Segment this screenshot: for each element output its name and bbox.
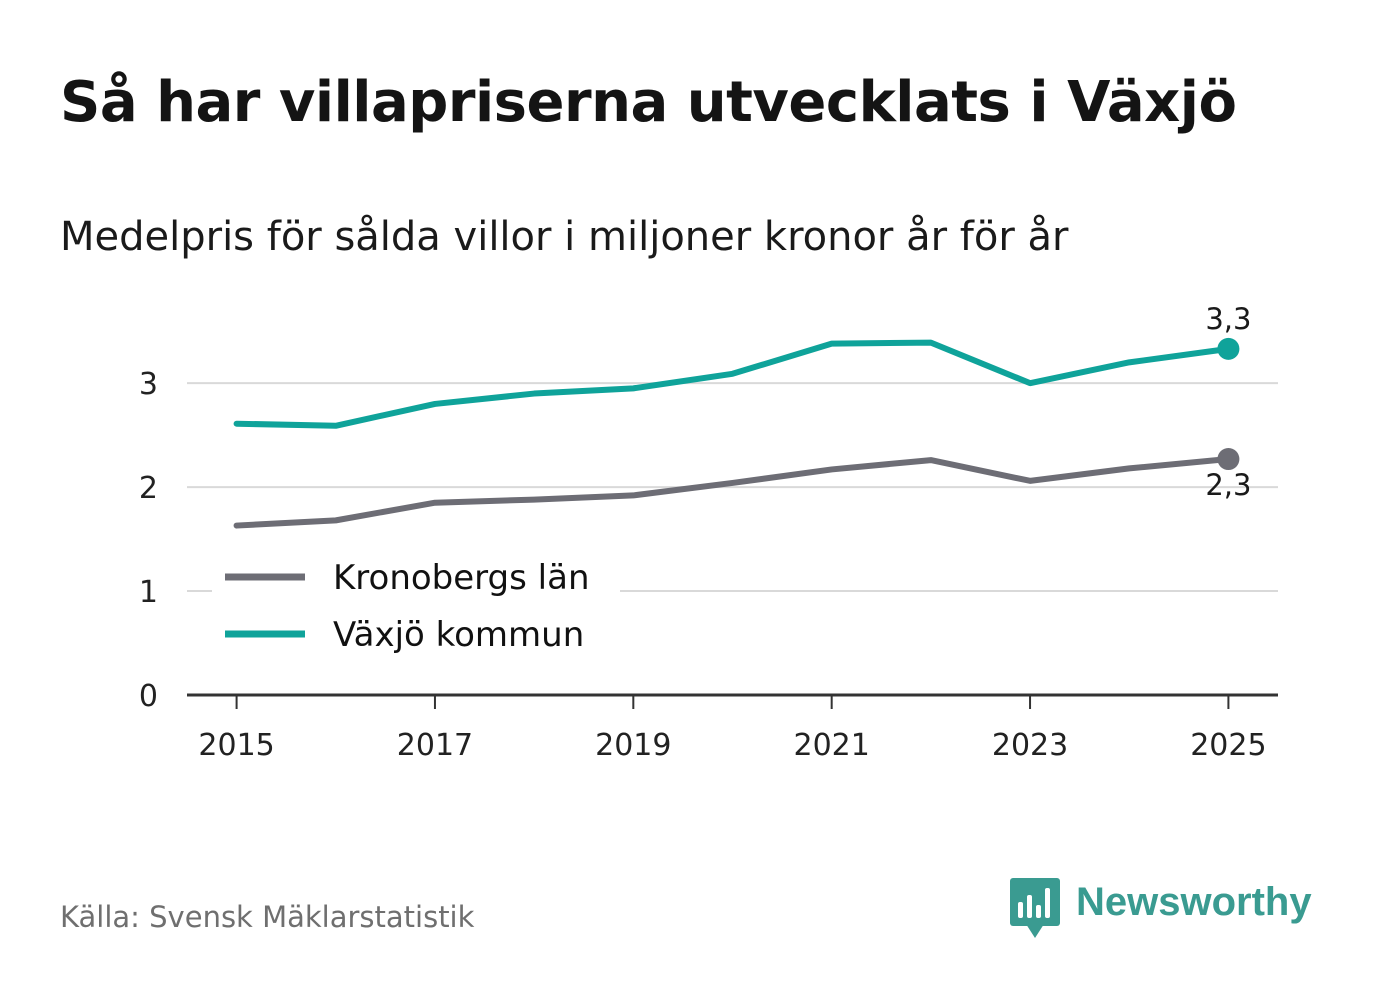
- brand-name: Newsworthy: [1076, 880, 1312, 924]
- source-note: Källa: Svensk Mäklarstatistik: [60, 900, 475, 934]
- y-tick-label: 3: [139, 367, 158, 402]
- brand: Newsworthy: [1010, 878, 1312, 942]
- end-marker-kronobergs-l-n: [1217, 448, 1240, 471]
- x-tick-label: 2025: [1190, 728, 1266, 763]
- line-chart: 0 1 2 3 2015 2017 2019 2021 2023 2025 2,3 3,3 Kronob…: [139, 302, 1278, 763]
- series-line-kronobergs-l-n: [233, 456, 1232, 529]
- x-tick-label: 2021: [794, 728, 870, 763]
- y-tick-label: 1: [139, 575, 158, 610]
- x-tick-label: 2017: [397, 728, 473, 763]
- newsworthy-logo-icon: [1010, 878, 1060, 938]
- y-tick-label: 0: [139, 679, 158, 714]
- end-marker-v-xj-kommun: [1217, 337, 1240, 360]
- end-label-kronobergs-l-n: 2,3: [1205, 468, 1251, 502]
- x-tick-label: 2015: [198, 728, 274, 763]
- chart-subtitle: Medelpris för sålda villor i miljoner kr…: [60, 214, 1069, 260]
- legend-label-kronobergs-l-n: Kronobergs län: [333, 558, 590, 598]
- x-tick-label: 2023: [992, 728, 1068, 763]
- series-line-v-xj-kommun: [233, 339, 1232, 429]
- end-label-v-xj-kommun: 3,3: [1205, 302, 1251, 336]
- legend-label-v-xj-kommun: Växjö kommun: [333, 615, 584, 655]
- legend-background: [212, 546, 620, 666]
- x-tick-label: 2019: [595, 728, 671, 763]
- y-tick-label: 2: [139, 471, 158, 506]
- chart-title: Så har villapriserna utvecklats i Växjö: [60, 70, 1237, 135]
